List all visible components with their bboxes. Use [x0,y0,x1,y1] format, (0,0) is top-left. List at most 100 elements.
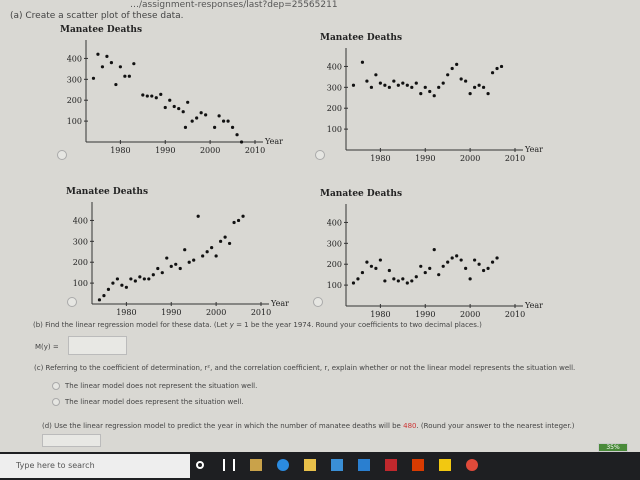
chart-title: Manatee Deaths [320,189,402,199]
data-point [186,100,190,104]
data-point [356,277,360,281]
data-point [486,92,490,96]
data-point [196,214,200,218]
x-tick-label: 1980 [110,146,130,155]
data-point [473,85,477,89]
data-point [477,262,481,266]
office-icon[interactable] [412,459,424,471]
target-deaths: 480 [403,422,417,430]
store-icon[interactable] [250,459,262,471]
data-point [96,52,100,56]
data-point [217,114,221,118]
data-point [195,116,199,120]
x-tick-label: 2000 [460,154,480,163]
chrome-icon[interactable] [466,459,478,471]
data-point [441,264,445,268]
data-point [387,268,391,273]
x-tick-label: 2010 [505,154,525,163]
data-point [120,283,124,287]
data-point [401,277,405,281]
data-point [499,64,504,69]
data-point [109,61,114,65]
data-point [392,79,396,83]
part-b-prompt: (b) Find the linear regression model for… [33,321,482,329]
data-point [141,93,145,97]
y-tick-label: 100 [67,117,82,126]
option-well-label[interactable]: The linear model does represent the situ… [65,398,244,406]
part-a-prompt: (a) Create a scatter plot of these data. [10,11,184,21]
year-input[interactable] [42,434,101,447]
data-point [210,246,214,250]
chart-1-radio[interactable] [57,150,67,160]
data-point [181,110,185,114]
taskbar-search[interactable]: Type here to search [0,454,190,478]
data-point [455,254,459,258]
data-point [490,71,495,75]
data-point [138,275,142,279]
data-point [432,248,436,252]
chart-3-radio[interactable] [67,297,77,307]
y-tick-label: 400 [327,218,342,227]
data-point [183,125,188,129]
data-point [236,218,241,223]
data-point [106,287,111,291]
data-point [360,60,365,64]
x-axis-label: Year [264,137,283,146]
data-point [178,266,182,271]
x-axis-label: Year [524,301,543,310]
browser-url: …/assignment-responses/last?dep=25565211 [130,0,338,10]
data-point [168,98,172,102]
data-point [150,94,154,98]
part-d-prompt: (d) Use the linear regression model to p… [42,422,622,430]
data-point [169,264,173,268]
data-point [199,111,203,115]
part-d-text-2: . (Round your answer to the nearest inte… [416,422,575,430]
data-point [486,266,490,270]
part-b-text: (b) Find the linear regression model for… [33,321,228,329]
data-point [227,241,232,246]
x-tick-label: 1990 [155,146,175,155]
sticky-notes-icon[interactable] [439,459,451,471]
task-view-icon[interactable] [223,459,235,471]
data-point [165,256,169,260]
chart-4-radio[interactable] [313,297,323,307]
y-tick-label: 200 [327,104,342,113]
data-point [410,279,414,283]
app-l-icon[interactable] [358,459,370,471]
edge-icon[interactable] [277,459,289,471]
data-point [446,73,450,77]
search-placeholder: Type here to search [16,461,95,470]
mail-icon[interactable] [331,459,343,471]
data-point [223,235,227,239]
data-point [190,119,194,123]
data-point [102,294,106,298]
chart-title: Manatee Deaths [320,33,402,43]
scatter-chart-4: Manatee Deaths 100 200 300 400 1980 1990 2000 20… [300,182,550,332]
data-point [396,279,400,283]
mcafee-icon[interactable] [385,459,397,471]
data-point [360,270,365,275]
option-not-well-label[interactable]: The linear model does not represent the … [65,382,258,390]
model-input[interactable] [68,336,127,355]
data-point [127,74,131,78]
option-well-radio[interactable] [52,398,60,406]
data-point [419,92,423,96]
data-point [192,258,196,262]
data-point [459,258,463,262]
data-point [111,281,115,285]
chart-2-radio[interactable] [315,150,325,160]
data-point [405,83,409,87]
data-point [239,140,244,144]
data-point [118,65,122,69]
cortana-icon[interactable] [196,461,204,469]
data-point [204,113,208,117]
option-not-well-radio[interactable] [52,382,60,390]
x-axis-label: Year [524,145,543,154]
data-point [378,81,382,85]
scatter-chart-3: Manatee Deaths 100 200 300 400 1980 1990 2000 20… [46,180,296,330]
chart-title: Manatee Deaths [66,187,148,197]
file-explorer-icon[interactable] [304,459,316,471]
data-point [477,83,481,87]
x-tick-label: 1990 [415,310,435,319]
y-tick-label: 200 [73,258,88,267]
